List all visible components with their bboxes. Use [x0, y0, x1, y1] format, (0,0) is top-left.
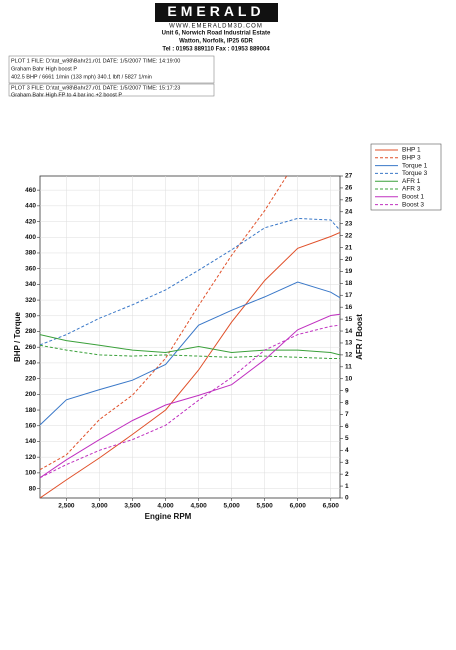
y-tick-label: 100 [25, 470, 36, 477]
series-line [40, 281, 340, 426]
x-tick-label: 6,500 [323, 503, 340, 510]
y2-tick-label: 6 [345, 423, 349, 430]
y-tick-label: 220 [25, 375, 36, 382]
plot-lines [40, 176, 340, 498]
y-tick-label: 200 [25, 391, 36, 398]
y2-tick-label: 26 [345, 185, 353, 192]
x-tick-label: 4,500 [190, 503, 207, 510]
plot-box [8, 55, 215, 84]
y-tick-label: 180 [25, 407, 36, 414]
legend-label: Boost 1 [402, 194, 424, 201]
x-tick-label: 4,000 [157, 503, 174, 510]
address-line: Tel : 01953 889110 Fax : 01953 889004 [162, 47, 270, 53]
y-tick-label: 360 [25, 265, 36, 272]
x-tick-label: 6,000 [290, 503, 307, 510]
legend-label: BHP 3 [402, 155, 421, 162]
y2-tick-label: 23 [345, 220, 353, 227]
legend-box [370, 143, 442, 211]
y-tick-label: 300 [25, 313, 36, 320]
y2-tick-label: 11 [345, 364, 352, 371]
y-tick-label: 120 [25, 454, 36, 461]
y-tick-label: 160 [25, 422, 36, 429]
y2-tick-label: 15 [345, 316, 353, 323]
y2-tick-label: 14 [345, 328, 353, 335]
y-axis-label: BHP / Torque [13, 311, 22, 361]
series-line [40, 176, 288, 471]
y2-tick-label: 20 [345, 256, 353, 263]
y2-tick-label: 7 [345, 411, 349, 418]
y2-tick-label: 12 [345, 352, 353, 359]
plot-info: PLOT 3 FILE: D:\tat_w98\Bahr27.r01 DATE:… [11, 85, 180, 91]
address-line: Watton, Norfolk, IP25 6DR [179, 39, 253, 45]
legend-label: AFR 1 [402, 178, 421, 185]
y2-tick-label: 3 [345, 459, 349, 466]
x-axis-label: Engine RPM [145, 512, 192, 521]
x-tick-label: 5,000 [223, 503, 240, 510]
y-tick-label: 340 [25, 281, 36, 288]
y-tick-label: 460 [25, 187, 36, 194]
address-line: Unit 6, Norwich Road Industrial Estate [162, 31, 271, 37]
website: WWW.EMERALDM3D.COM [169, 24, 263, 30]
legend-label: AFR 3 [402, 186, 421, 193]
x-tick-label: 3,000 [91, 503, 108, 510]
y2-tick-label: 8 [345, 399, 349, 406]
plot-info: Graham Bahr High boost P [11, 66, 77, 72]
y2-tick-label: 2 [345, 471, 349, 478]
y2-tick-label: 17 [345, 292, 353, 299]
y2-tick-label: 10 [345, 375, 353, 382]
plot-frame [39, 175, 341, 499]
y2-tick-label: 25 [345, 197, 353, 204]
y2-tick-label: 18 [345, 280, 353, 287]
y2-tick-label: 9 [345, 387, 349, 394]
y2-tick-label: 27 [345, 173, 353, 180]
legend-label: Boost 3 [402, 201, 424, 208]
series-line [40, 217, 340, 346]
legend-label: BHP 1 [402, 147, 421, 154]
legend-label: Torque 3 [402, 170, 428, 177]
plot-box [8, 83, 215, 97]
y-tick-label: 280 [25, 328, 36, 335]
y2-axis-label: AFR / Boost [355, 314, 364, 360]
y-tick-label: 320 [25, 297, 36, 304]
logo-box [155, 3, 278, 22]
y2-tick-label: 1 [345, 483, 349, 490]
y-tick-label: 380 [25, 250, 36, 257]
plot-info: 402.5 BHP / 6661 1/min (133 mph) 340.1 l… [11, 74, 152, 80]
y2-tick-label: 22 [345, 232, 353, 239]
logo: EMERALD [167, 3, 264, 19]
y2-tick-label: 13 [345, 340, 353, 347]
y2-tick-label: 16 [345, 304, 353, 311]
x-tick-label: 5,500 [257, 503, 274, 510]
series-line [40, 232, 340, 498]
x-tick-label: 3,500 [124, 503, 141, 510]
y-tick-label: 440 [25, 203, 36, 210]
y2-tick-label: 4 [345, 447, 349, 454]
y-tick-label: 400 [25, 234, 36, 241]
y2-tick-label: 0 [345, 495, 349, 502]
y2-tick-label: 19 [345, 268, 353, 275]
legend-label: Torque 1 [402, 162, 428, 169]
y-tick-label: 420 [25, 218, 36, 225]
y-tick-label: 140 [25, 438, 36, 445]
y2-tick-label: 5 [345, 435, 349, 442]
plot-info: PLOT 1 FILE: D:\tat_w98\Bahr21.r01 DATE:… [11, 58, 180, 64]
series-line [40, 313, 340, 479]
x-tick-label: 2,500 [58, 503, 75, 510]
y-tick-label: 80 [29, 485, 37, 492]
y2-tick-label: 24 [345, 208, 353, 215]
series-line [40, 334, 340, 356]
y-tick-label: 240 [25, 360, 36, 367]
y2-tick-label: 21 [345, 244, 353, 251]
plot-info: Graham Bahr High FP to 4 bar inc +2 boos… [11, 92, 122, 98]
series-line [40, 324, 340, 479]
y-tick-label: 260 [25, 344, 36, 351]
